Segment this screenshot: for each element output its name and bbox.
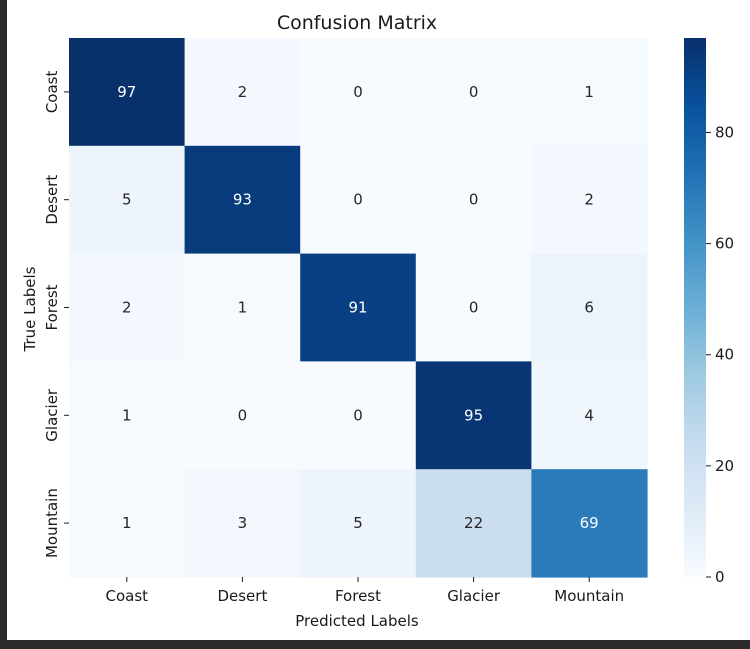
chart-figure: Confusion Matrix 97 2 0 0 1 5 93 0 0 2 2 1 91 0 6 1 0 0 95… <box>7 0 750 640</box>
x-tick-label: Desert <box>217 587 267 605</box>
colorbar-tick-label: 20 <box>715 457 734 475</box>
cell-value-label: 1 <box>122 406 132 424</box>
x-tick-label: Coast <box>106 587 149 605</box>
y-tick-label: Mountain <box>43 488 61 558</box>
cell-value-label: 0 <box>353 191 363 209</box>
cell-value-label: 5 <box>353 514 363 532</box>
y-tick-label: Glacier <box>43 388 61 442</box>
heatmap-cell <box>300 253 417 362</box>
heatmap-cell <box>184 469 301 578</box>
cell-value-label: 0 <box>238 406 248 424</box>
heatmap-cell <box>531 38 648 147</box>
cell-value-label: 97 <box>117 83 136 101</box>
x-axis-title: Predicted Labels <box>295 612 419 630</box>
heatmap-cell <box>69 145 186 255</box>
cell-value-label: 1 <box>122 514 132 532</box>
heatmap-cell <box>415 253 532 362</box>
cell-value-label: 2 <box>238 83 248 101</box>
cell-value-labels: 97 2 0 0 15 93 0 0 22 1 91 0 61 0 0 95 41 3 5 22 69 <box>117 83 598 532</box>
y-tick-label: Coast <box>43 71 61 114</box>
cell-value-label: 91 <box>348 299 367 317</box>
x-tick-label: Mountain <box>554 587 624 605</box>
colorbar-tick-label: 60 <box>715 235 734 253</box>
confusion-matrix-chart: Confusion Matrix 97 2 0 0 15 93 0 0 22 1 91 0 61 0 0 95… <box>21 12 734 630</box>
cell-value-label: 0 <box>353 83 363 101</box>
colorbar-ticks: 0 20 40 60 80 <box>706 123 734 586</box>
heatmap-cell <box>69 361 186 470</box>
cell-value-label: 3 <box>238 514 248 532</box>
heatmap-cell <box>69 469 186 578</box>
heatmap-cell <box>184 253 301 362</box>
heatmap-cell <box>531 469 648 578</box>
y-tick-label: Desert <box>43 175 61 225</box>
heatmap-cell <box>415 145 532 255</box>
cell-value-label: 0 <box>469 191 479 209</box>
cell-value-label: 1 <box>584 83 594 101</box>
colorbar-tick-label: 80 <box>715 123 734 141</box>
heatmap-cell <box>69 253 186 362</box>
heatmap-cell <box>300 145 417 255</box>
heatmap-cell <box>531 253 648 362</box>
heatmap-cell <box>415 38 532 147</box>
heatmap-cells <box>69 38 648 578</box>
heatmap-cell <box>300 38 417 147</box>
cell-value-label: 22 <box>464 514 483 532</box>
cell-value-label: 6 <box>584 299 594 317</box>
cell-value-label: 5 <box>122 191 132 209</box>
heatmap-cell <box>69 38 186 147</box>
colorbar-tick-label: 0 <box>715 568 725 586</box>
cell-value-label: 2 <box>122 299 132 317</box>
cell-value-label: 69 <box>580 514 599 532</box>
cell-value-label: 0 <box>469 83 479 101</box>
x-tick-label: Forest <box>335 587 381 605</box>
cell-value-label: 1 <box>238 299 248 317</box>
x-tick-label: Glacier <box>447 587 501 605</box>
cell-value-label: 2 <box>584 191 594 209</box>
x-axis-ticks: Coast Desert Forest Glacier Mountain <box>106 577 624 605</box>
heatmap-cell <box>184 361 301 470</box>
chart-title: Confusion Matrix <box>277 12 437 34</box>
cell-value-label: 93 <box>233 191 252 209</box>
heatmap-cell <box>300 469 417 578</box>
heatmap-cell <box>415 469 532 578</box>
y-axis-title: True Labels <box>21 266 39 352</box>
y-tick-label: Forest <box>43 284 61 330</box>
cell-value-label: 95 <box>464 406 483 424</box>
y-axis-ticks: Coast Desert Forest Glacier Mountain <box>43 71 69 558</box>
cell-value-label: 0 <box>469 299 479 317</box>
heatmap-cell <box>184 145 301 255</box>
heatmap-cell <box>531 361 648 470</box>
cell-value-label: 4 <box>584 406 594 424</box>
heatmap-cell <box>300 361 417 470</box>
heatmap-cell <box>531 145 648 255</box>
heatmap-cell <box>415 361 532 470</box>
heatmap-cell <box>184 38 301 147</box>
colorbar <box>684 38 706 577</box>
colorbar-tick-label: 40 <box>715 346 734 364</box>
cell-value-label: 0 <box>353 406 363 424</box>
